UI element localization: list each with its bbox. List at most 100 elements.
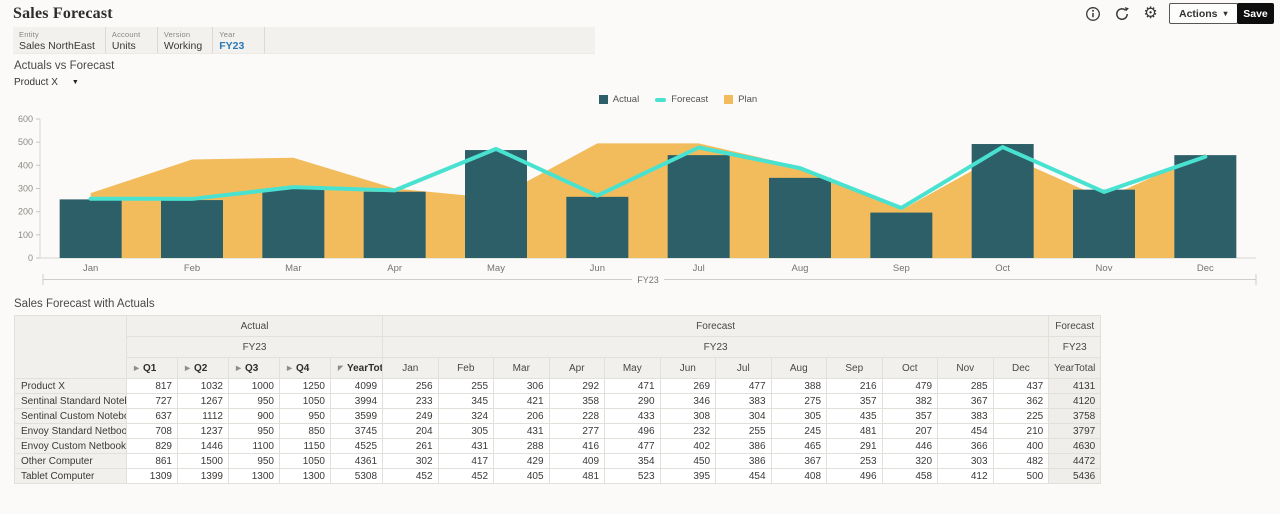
grid-cell[interactable]: 386 xyxy=(715,453,772,469)
column-header-mar[interactable]: Mar xyxy=(493,357,550,379)
grid-cell[interactable]: 383 xyxy=(937,408,994,424)
column-header-sep[interactable]: Sep xyxy=(826,357,883,379)
column-group-forecast-2[interactable]: Forecast xyxy=(1048,315,1102,337)
grid-cell[interactable]: 306 xyxy=(493,378,550,394)
grid-cell[interactable]: 481 xyxy=(548,468,606,484)
grid-cell[interactable]: 255 xyxy=(437,378,495,394)
bar-actual-may[interactable] xyxy=(465,150,527,258)
grid-cell[interactable]: 4525 xyxy=(329,438,384,454)
forecast-line[interactable] xyxy=(88,145,1208,210)
grid-cell[interactable]: 275 xyxy=(770,393,828,409)
grid-cell[interactable]: 433 xyxy=(604,408,661,424)
grid-cell[interactable]: 5308 xyxy=(329,468,384,484)
info-icon[interactable] xyxy=(1084,6,1101,23)
grid-cell[interactable]: 1399 xyxy=(177,468,229,484)
grid-cell[interactable]: 216 xyxy=(826,378,883,394)
grid-cell[interactable]: 261 xyxy=(382,438,439,454)
grid-cell[interactable]: 346 xyxy=(659,393,717,409)
grid-cell[interactable]: 412 xyxy=(937,468,994,484)
grid-cell[interactable]: 4361 xyxy=(329,453,384,469)
grid-cell[interactable]: 1250 xyxy=(279,378,331,394)
grid-cell[interactable]: 228 xyxy=(548,408,606,424)
grid-cell[interactable]: 4630 xyxy=(1048,438,1102,454)
column-header-oct[interactable]: Oct xyxy=(881,357,939,379)
grid-cell[interactable]: 367 xyxy=(770,453,828,469)
pov-account-value[interactable]: Units xyxy=(111,40,136,52)
grid-cell[interactable]: 285 xyxy=(937,378,994,394)
grid-cell[interactable]: 210 xyxy=(992,423,1050,439)
grid-cell[interactable]: 1000 xyxy=(228,378,280,394)
expand-icon[interactable]: ▶ xyxy=(134,364,139,372)
bar-actual-jun[interactable] xyxy=(566,196,629,258)
grid-cell[interactable]: 1237 xyxy=(177,423,229,439)
grid-cell[interactable]: 3599 xyxy=(329,408,384,424)
grid-cell[interactable]: 477 xyxy=(604,438,661,454)
grid-cell[interactable]: 1050 xyxy=(279,453,331,469)
grid-cell[interactable]: 829 xyxy=(126,438,178,454)
row-header-other-computer[interactable]: Other Computer xyxy=(14,453,127,469)
column-header-jan[interactable]: Jan xyxy=(382,357,439,379)
row-header-envoy-standard-netbook[interactable]: Envoy Standard Netbook xyxy=(14,423,127,439)
column-header-aug[interactable]: Aug xyxy=(770,357,828,379)
grid-cell[interactable]: 357 xyxy=(826,393,883,409)
pov-year-value[interactable]: FY23 xyxy=(219,40,245,52)
grid-cell[interactable]: 454 xyxy=(715,468,772,484)
year-header-2[interactable]: FY23 xyxy=(1048,336,1102,358)
year-header-1[interactable]: FY23 xyxy=(382,336,1050,358)
column-header-q1[interactable]: ▶ Q1 xyxy=(126,357,178,379)
column-header-q4[interactable]: ▶ Q4 xyxy=(279,357,331,379)
expand-icon[interactable]: ▶ xyxy=(185,364,190,372)
grid-cell[interactable]: 437 xyxy=(992,378,1050,394)
refresh-icon[interactable] xyxy=(1113,6,1130,23)
grid-cell[interactable]: 465 xyxy=(770,438,828,454)
grid-cell[interactable]: 4472 xyxy=(1048,453,1102,469)
grid-cell[interactable]: 402 xyxy=(659,438,717,454)
grid-cell[interactable]: 1150 xyxy=(279,438,331,454)
grid-cell[interactable]: 382 xyxy=(881,393,939,409)
column-header-may[interactable]: May xyxy=(604,357,661,379)
row-header-envoy-custom-netbook[interactable]: Envoy Custom Netbook xyxy=(14,438,127,454)
grid-cell[interactable]: 421 xyxy=(493,393,550,409)
grid-cell[interactable]: 255 xyxy=(715,423,772,439)
grid-cell[interactable]: 458 xyxy=(881,468,939,484)
grid-cell[interactable]: 4099 xyxy=(329,378,384,394)
grid-cell[interactable]: 1446 xyxy=(177,438,229,454)
row-header-product-x[interactable]: Product X xyxy=(14,378,127,394)
grid-cell[interactable]: 708 xyxy=(126,423,178,439)
grid-cell[interactable]: 417 xyxy=(437,453,495,469)
column-header-dec[interactable]: Dec xyxy=(992,357,1050,379)
grid-cell[interactable]: 479 xyxy=(881,378,939,394)
grid-cell[interactable]: 232 xyxy=(659,423,717,439)
grid-cell[interactable]: 1300 xyxy=(279,468,331,484)
grid-cell[interactable]: 362 xyxy=(992,393,1050,409)
grid-cell[interactable]: 1100 xyxy=(228,438,280,454)
grid-cell[interactable]: 3797 xyxy=(1048,423,1102,439)
grid-cell[interactable]: 253 xyxy=(826,453,883,469)
column-header-yeartotal[interactable]: ◤ YearTotal xyxy=(329,357,384,379)
grid-cell[interactable]: 1032 xyxy=(177,378,229,394)
grid-cell[interactable]: 450 xyxy=(659,453,717,469)
column-header-q2[interactable]: ▶ Q2 xyxy=(177,357,229,379)
grid-cell[interactable]: 950 xyxy=(228,423,280,439)
year-header-0[interactable]: FY23 xyxy=(125,336,384,358)
grid-cell[interactable]: 305 xyxy=(437,423,495,439)
grid-cell[interactable]: 288 xyxy=(493,438,550,454)
grid-cell[interactable]: 3745 xyxy=(329,423,384,439)
grid-cell[interactable]: 452 xyxy=(382,468,439,484)
grid-cell[interactable]: 950 xyxy=(228,393,280,409)
bar-actual-apr[interactable] xyxy=(363,191,426,258)
grid-cell[interactable]: 429 xyxy=(493,453,550,469)
collapse-icon[interactable]: ◤ xyxy=(338,364,343,372)
grid-cell[interactable]: 452 xyxy=(437,468,495,484)
grid-cell[interactable]: 481 xyxy=(826,423,883,439)
grid-cell[interactable]: 4131 xyxy=(1048,378,1102,394)
grid-cell[interactable]: 354 xyxy=(604,453,661,469)
grid-cell[interactable]: 305 xyxy=(770,408,828,424)
pov-version-value[interactable]: Working xyxy=(163,40,203,52)
grid-cell[interactable]: 292 xyxy=(548,378,606,394)
bar-actual-jan[interactable] xyxy=(59,199,122,258)
expand-icon[interactable]: ▶ xyxy=(287,364,292,372)
row-header-tablet-computer[interactable]: Tablet Computer xyxy=(14,468,127,484)
grid-cell[interactable]: 388 xyxy=(770,378,828,394)
grid-cell[interactable]: 207 xyxy=(881,423,939,439)
